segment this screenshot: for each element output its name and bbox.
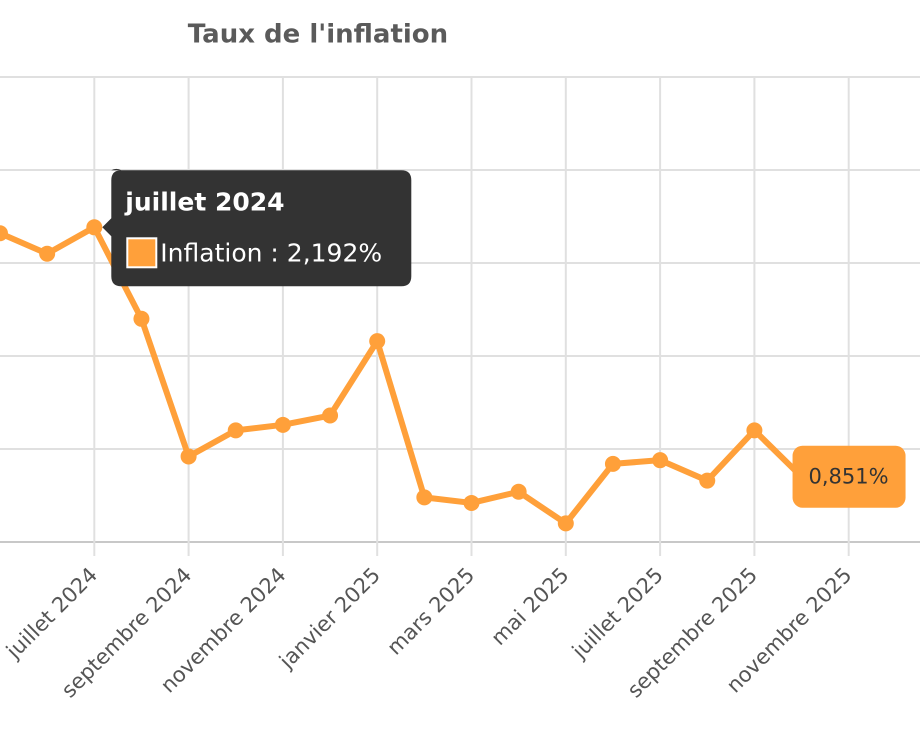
chart-title: Taux de l'inflation (188, 20, 448, 50)
data-point (463, 494, 480, 511)
x-tick-label: mai 2025 (486, 563, 573, 650)
tooltip: juillet 2024 Inflation : 2,192% (102, 168, 412, 287)
data-point (180, 448, 197, 465)
tooltip-swatch (126, 237, 158, 269)
data-point (322, 407, 339, 424)
x-tick-label: janvier 2025 (274, 563, 385, 674)
data-point (227, 422, 244, 439)
tooltip-title: juillet 2024 (124, 187, 284, 216)
x-tick-label: mars 2025 (382, 563, 479, 660)
x-tick-label: juillet 2024 (1, 563, 102, 664)
data-point (510, 483, 527, 500)
tooltip-box (102, 168, 412, 287)
data-point (416, 489, 433, 506)
value-label: 0,851% (809, 465, 889, 489)
data-point (604, 455, 621, 472)
data-point (39, 245, 56, 262)
x-tick-label: juillet 2025 (567, 563, 668, 664)
data-point (274, 416, 291, 433)
value-label-box (792, 445, 906, 508)
data-point (746, 422, 763, 439)
data-point (557, 515, 574, 532)
data-point (133, 310, 150, 327)
data-point (369, 333, 386, 350)
tooltip-text: Inflation : 2,192% (160, 238, 382, 267)
data-point (699, 472, 716, 489)
data-point (0, 225, 8, 242)
data-point (86, 219, 103, 236)
series-line (0, 224, 804, 527)
data-point (652, 452, 669, 469)
